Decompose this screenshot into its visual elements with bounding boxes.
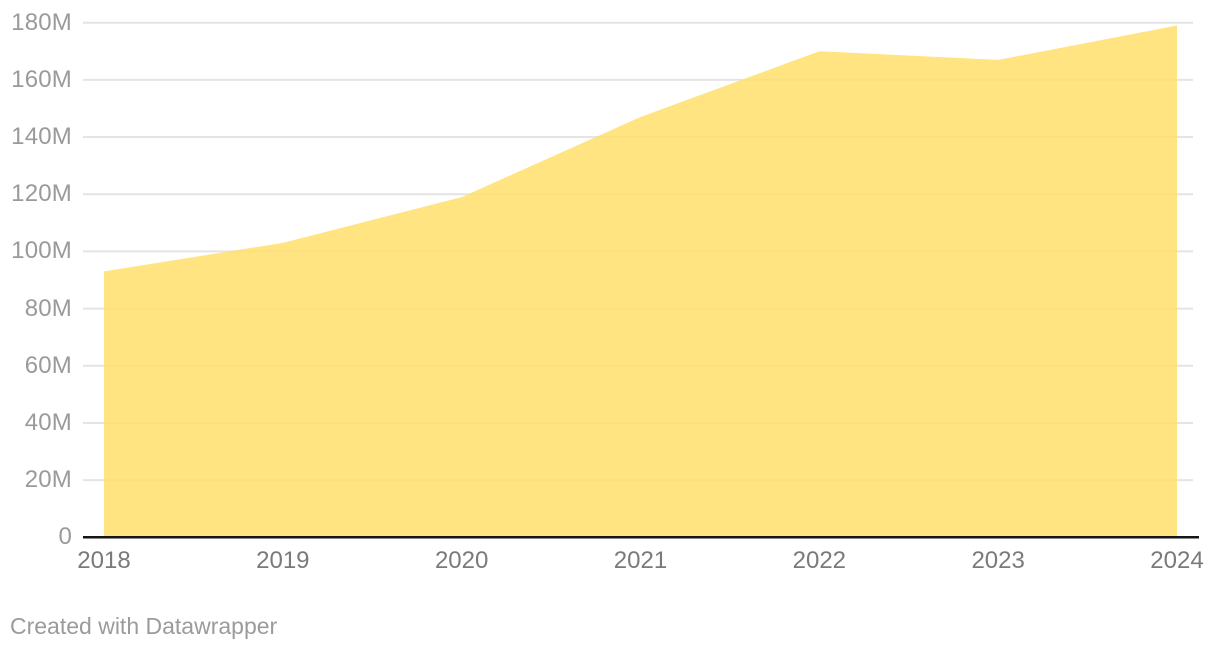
y-tick-label: 20M <box>24 466 72 494</box>
x-tick-label: 2023 <box>971 547 1025 574</box>
x-tick-label: 2021 <box>613 547 668 574</box>
x-tick-label: 2019 <box>256 547 310 574</box>
y-tick-label: 40M <box>24 408 72 436</box>
datawrapper-credit-link[interactable]: Created with Datawrapper <box>10 613 278 639</box>
y-tick-label: 60M <box>24 351 72 379</box>
y-tick-label: 120M <box>11 180 72 208</box>
y-tick-label: 180M <box>11 8 72 36</box>
y-tick-label: 160M <box>11 65 72 93</box>
x-tick-label: 2024 <box>1150 547 1204 574</box>
y-tick-label: 80M <box>24 294 72 322</box>
y-tick-label: 140M <box>11 123 72 151</box>
y-tick-label: 100M <box>11 237 72 265</box>
x-tick-label: 2020 <box>434 547 489 574</box>
area-series <box>104 25 1177 538</box>
x-tick-label: 2022 <box>792 547 847 574</box>
y-tick-label: 0 <box>58 523 72 551</box>
x-tick-label: 2018 <box>77 547 131 574</box>
